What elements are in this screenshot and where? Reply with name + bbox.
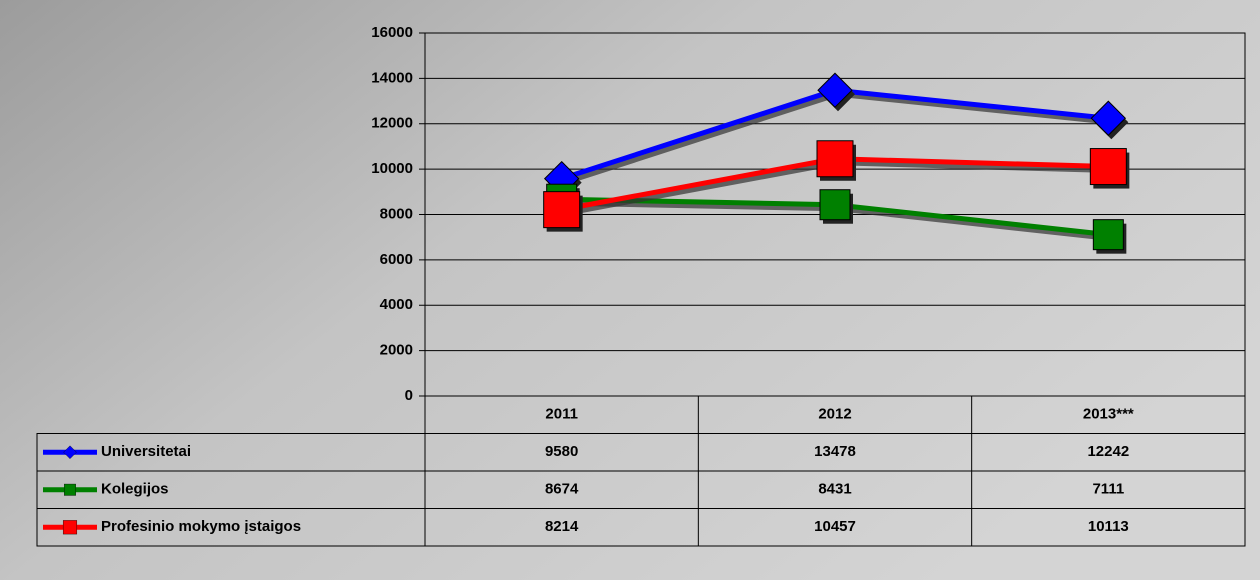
y-tick-label: 4000 xyxy=(380,296,413,313)
y-tick-label: 14000 xyxy=(371,69,413,86)
table-value: 13478 xyxy=(814,443,856,460)
table-value: 9580 xyxy=(545,443,578,460)
legend-label: Kolegijos xyxy=(101,481,169,498)
marker xyxy=(819,189,851,221)
legend-marker xyxy=(62,520,78,535)
legend-label: Profesinio mokymo įstaigos xyxy=(101,518,301,535)
y-tick-label: 2000 xyxy=(380,342,413,359)
y-tick-label: 6000 xyxy=(380,251,413,268)
marker xyxy=(817,72,853,108)
legend-marker xyxy=(64,483,76,496)
y-tick-label: 0 xyxy=(405,387,413,404)
marker xyxy=(1090,100,1127,136)
y-tick-label: 16000 xyxy=(371,24,413,41)
table-value: 8431 xyxy=(818,481,851,498)
y-tick-label: 10000 xyxy=(371,160,413,177)
x-tick-label: 2013*** xyxy=(1083,406,1134,423)
x-tick-label: 2012 xyxy=(818,406,851,423)
legend-label: Universitetai xyxy=(101,443,191,460)
marker xyxy=(1089,148,1127,186)
table-value: 8214 xyxy=(545,518,579,535)
y-tick-label: 12000 xyxy=(371,115,413,132)
marker xyxy=(1092,219,1124,251)
plot-border xyxy=(424,32,1246,397)
marker xyxy=(816,140,854,178)
table-value: 7111 xyxy=(1092,481,1124,498)
table-value: 10113 xyxy=(1088,518,1129,535)
legend-marker xyxy=(63,445,77,459)
x-tick-label: 2011 xyxy=(545,406,578,423)
table-value: 8674 xyxy=(545,481,579,498)
table-value: 12242 xyxy=(1087,443,1129,460)
table-value: 10457 xyxy=(814,518,856,535)
y-tick-label: 8000 xyxy=(380,205,413,222)
marker xyxy=(543,191,581,229)
